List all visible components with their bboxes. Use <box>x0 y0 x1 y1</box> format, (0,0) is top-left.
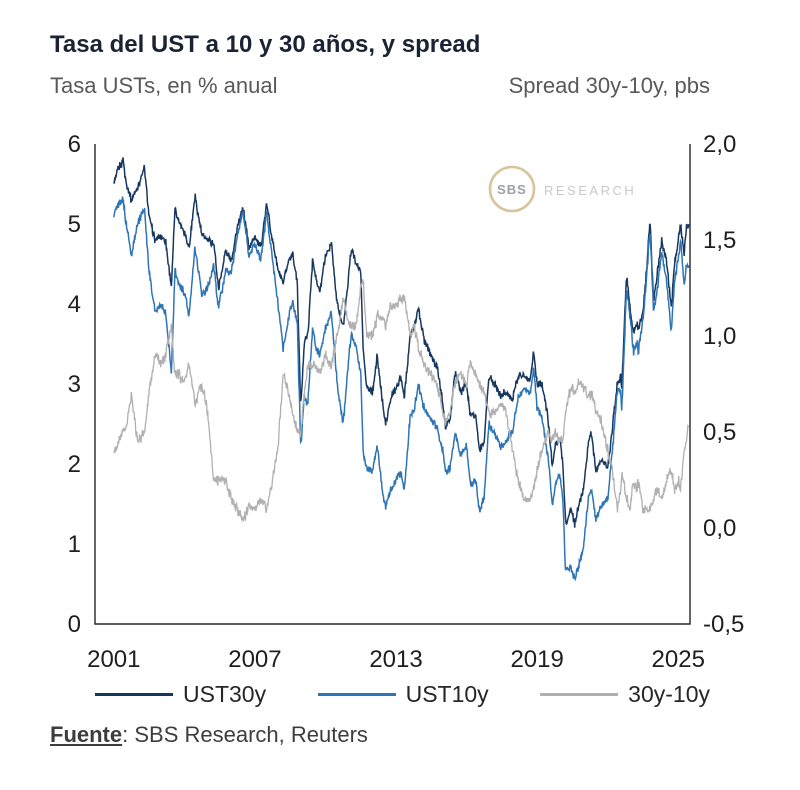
chart-legend: UST30y UST10y 30y-10y <box>95 681 710 708</box>
source-label: Fuente <box>50 722 123 748</box>
legend-swatch-spread <box>540 693 619 697</box>
left-axis-title: Tasa USTs, en % anual <box>50 73 278 98</box>
x-axis-tick-label: 2019 <box>510 646 563 673</box>
left-axis-tick-label: 0 <box>68 611 81 638</box>
legend-label-ust10y: UST10y <box>405 681 489 708</box>
left-axis-tick-label: 3 <box>68 371 81 398</box>
right-axis-tick-label: 0,0 <box>703 515 736 542</box>
right-axis-tick-label: 1,5 <box>703 227 736 254</box>
sbs-logo-text: SBS <box>497 182 527 197</box>
legend-item-ust10y: UST10y <box>317 681 489 708</box>
right-axis-tick-label: 2,0 <box>703 131 736 158</box>
x-axis-tick-label: 2007 <box>228 646 281 673</box>
legend-label-ust30y: UST30y <box>183 681 267 708</box>
legend-item-ust30y: UST30y <box>95 681 266 708</box>
right-axis-tick-label: 0,5 <box>703 419 736 446</box>
legend-swatch-ust30y <box>95 693 173 697</box>
x-axis-tick-label: 2001 <box>87 646 140 673</box>
x-axis-tick-label: 2013 <box>369 646 422 673</box>
source-text: : SBS Research, Reuters <box>122 722 368 748</box>
legend-swatch-ust10y <box>317 693 396 697</box>
right-axis-tick-label: -0,5 <box>703 611 744 638</box>
left-axis-tick-label: 1 <box>68 531 81 558</box>
legend-item-spread: 30y-10y <box>540 681 710 708</box>
sbs-research-text: RESEARCH <box>544 183 636 198</box>
legend-label-spread: 30y-10y <box>628 681 710 708</box>
right-axis-title: Spread 30y-10y, pbs <box>508 73 710 98</box>
left-axis-tick-label: 4 <box>68 291 81 318</box>
axis-frame <box>94 144 691 626</box>
left-axis-tick-label: 6 <box>68 131 81 158</box>
line-chart: 6 5 4 3 2 1 0 2,0 1,5 1,0 0,5 0,0 -0,5 2001 2007 2013 20… <box>68 131 745 673</box>
series-line-UST10y <box>113 196 690 582</box>
right-axis-tick-label: 1,0 <box>703 323 736 350</box>
left-axis-tick-label: 2 <box>68 451 81 478</box>
sbs-logo-ring-icon <box>488 166 536 213</box>
chart-title: Tasa del UST a 10 y 30 años, y spread <box>50 31 481 58</box>
series-line-30y-10y <box>113 279 690 523</box>
x-axis-tick-label: 2025 <box>652 646 705 673</box>
axis-subtitles: Tasa USTs, en % anual Spread 30y-10y, pb… <box>0 60 800 99</box>
series-line-UST30y <box>113 157 690 529</box>
left-axis-tick-label: 5 <box>68 211 81 238</box>
source-note: Fuente: SBS Research, Reuters <box>0 708 800 748</box>
